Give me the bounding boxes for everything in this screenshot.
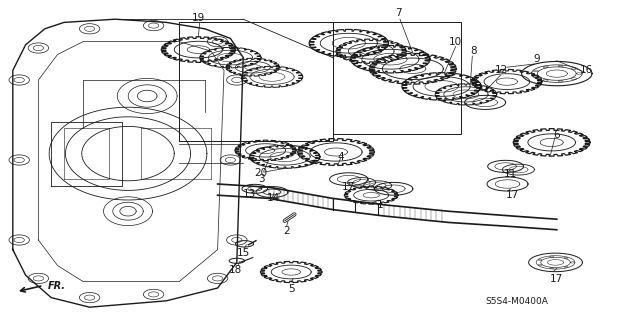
Text: 17: 17 [550,274,563,284]
Text: S5S4-M0400A: S5S4-M0400A [485,297,548,306]
Text: 20: 20 [255,168,268,179]
Text: 19: 19 [192,12,205,23]
Text: 1: 1 [377,200,383,211]
Text: 17: 17 [506,189,518,200]
Text: 5: 5 [288,284,294,294]
Text: 14: 14 [268,193,280,204]
Text: 7: 7 [395,8,401,18]
Text: 13: 13 [243,189,256,199]
Text: 15: 15 [237,248,250,258]
Text: 18: 18 [229,265,242,276]
Text: 3: 3 [258,174,264,184]
Text: 8: 8 [470,46,477,56]
Text: 11: 11 [504,169,517,180]
Text: FR.: FR. [48,281,66,291]
Text: 6: 6 [554,130,560,140]
Text: 12: 12 [495,65,508,76]
Text: 17: 17 [342,182,355,192]
Text: 9: 9 [533,54,540,64]
Text: 10: 10 [449,36,462,47]
Text: 2: 2 [284,226,290,236]
Text: 16: 16 [580,65,593,76]
Text: 4: 4 [338,152,344,163]
